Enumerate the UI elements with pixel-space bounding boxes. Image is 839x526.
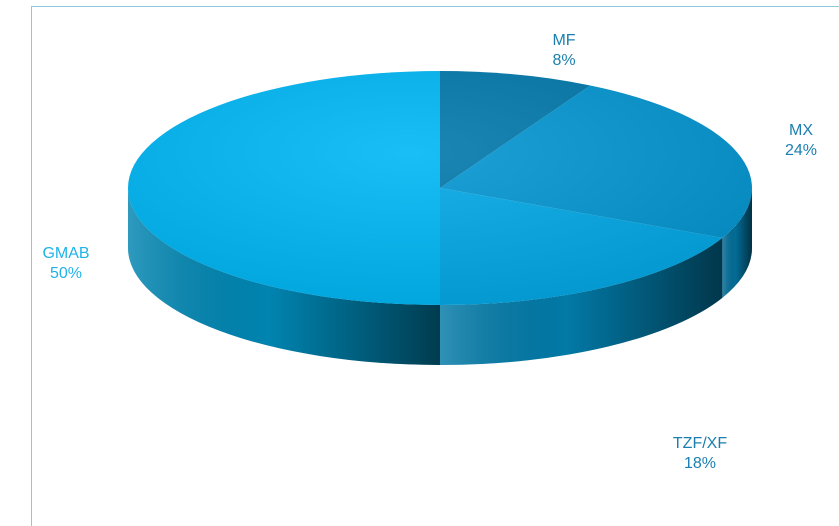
pie-label-gmab: GMAB 50% [42, 245, 89, 282]
pie-side-shade-tzf-xf [440, 237, 723, 365]
pie-top-shine [128, 71, 752, 305]
pie-side-shade-mx [722, 188, 752, 298]
pie-label-mx: MX 24% [785, 122, 817, 159]
chart-frame [31, 6, 839, 526]
pie-label-tzf-xf: TZF/XF 18% [673, 435, 727, 472]
pie-label-mf: MF 8% [552, 32, 575, 69]
pie-chart: MF 8% MX 24% TZF/XF 18% GMAB 50% [42, 32, 817, 472]
pie-side-shade-gmab [128, 188, 440, 365]
